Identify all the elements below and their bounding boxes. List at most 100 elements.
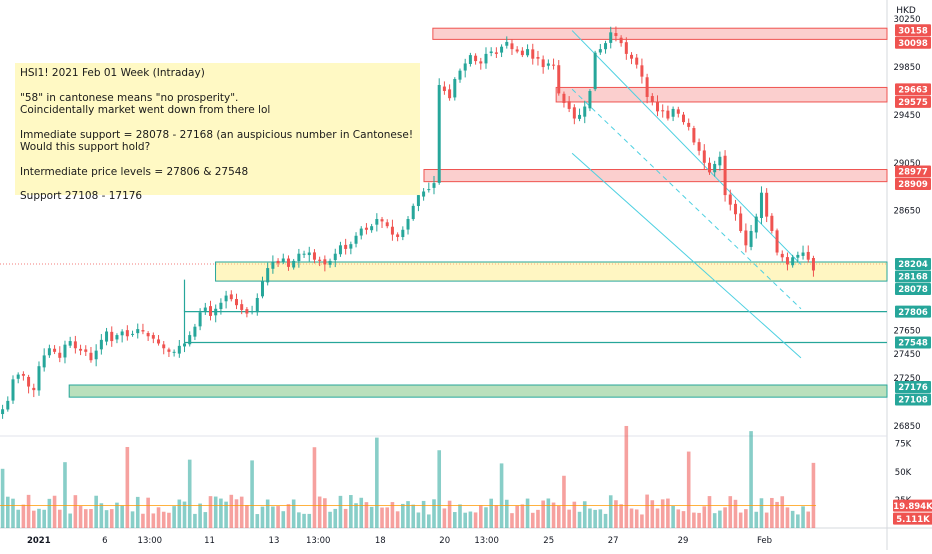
volume-bar — [764, 512, 769, 528]
price-tag — [895, 258, 931, 271]
volume-bar — [546, 498, 551, 528]
price-tag-label: 27806 — [898, 308, 928, 318]
volume-bar — [759, 498, 764, 528]
candle-body — [604, 43, 608, 50]
volume-bar — [193, 513, 197, 528]
volume-bar — [302, 513, 306, 528]
volume-bar — [660, 499, 665, 528]
time-tick-label: 6 — [102, 536, 107, 546]
candle-body — [479, 61, 483, 64]
time-axis: 2021 6 13:00 11 13 13:00 18 20 13:00 25 27 29 Feb — [27, 536, 772, 546]
volume-tag-label: 19.894K — [893, 502, 932, 512]
volume-bar — [135, 496, 140, 528]
candle-body — [510, 43, 514, 50]
volume-bar — [525, 498, 530, 528]
channel-middle — [571, 88, 802, 310]
volume-bar — [182, 501, 187, 528]
candle-body — [234, 298, 238, 306]
candle-body — [209, 306, 213, 316]
volume-bar — [463, 512, 467, 528]
candle-body — [671, 108, 675, 117]
candle-body — [219, 302, 223, 310]
price-tag-label: 28909 — [898, 180, 928, 190]
volume-bar — [811, 462, 816, 528]
volume-bar — [130, 511, 135, 528]
candle-body — [42, 355, 46, 368]
volume-bar — [619, 504, 623, 528]
candle-body — [401, 229, 405, 238]
volume-bar — [239, 496, 244, 528]
price-tag — [895, 305, 931, 318]
candle-body — [406, 219, 410, 230]
candle-body — [619, 37, 623, 44]
time-tick-label: 20 — [439, 536, 450, 546]
candle-body — [484, 53, 488, 64]
candle-body — [16, 374, 20, 379]
volume-bar — [770, 497, 774, 528]
volume-tick-label: 50K — [895, 468, 912, 478]
volume-bar — [219, 498, 223, 528]
volume-bar — [510, 513, 514, 528]
volume-bar — [676, 509, 681, 528]
volume-bar — [541, 500, 545, 528]
candle-body — [593, 52, 597, 90]
price-tag — [895, 336, 931, 349]
volume-bar — [645, 494, 649, 528]
annotation-note: HSI1! 2021 Feb 01 Week (Intraday) "58" i… — [15, 63, 420, 202]
candle-body — [728, 194, 732, 205]
volume-bars — [0, 425, 817, 528]
volume-bar — [577, 511, 582, 528]
price-tag — [895, 283, 931, 296]
candle-body — [515, 49, 519, 52]
volume-bar — [416, 512, 421, 528]
price-tag — [895, 165, 931, 178]
volume-bar — [494, 505, 499, 528]
volume-bar — [395, 511, 400, 528]
candle-body — [442, 86, 446, 91]
candle-body — [110, 331, 114, 342]
candle-body — [375, 219, 379, 225]
volume-bar — [73, 495, 78, 528]
candle-body — [27, 376, 31, 387]
candle-body — [552, 64, 556, 66]
candle-body — [328, 260, 332, 265]
candle-body — [131, 333, 135, 335]
candle-body — [796, 254, 800, 258]
candle-body — [687, 122, 691, 127]
volume-tag — [893, 512, 932, 525]
volume-bar — [349, 495, 353, 528]
volume-bar — [406, 501, 410, 528]
annotation-line-5: Support 27108 - 17176 — [20, 190, 143, 202]
annotation-line-4: Intermediate price levels = 27806 & 2754… — [20, 165, 249, 178]
price-tag — [895, 24, 931, 37]
candle-body — [422, 191, 426, 197]
candle-body — [203, 307, 207, 311]
candle-body — [281, 258, 285, 262]
volume-bar — [634, 509, 639, 528]
candles — [1, 26, 815, 419]
volume-bar — [5, 496, 10, 528]
volume-bar — [115, 502, 119, 528]
volume-bar — [780, 496, 785, 528]
volume-bar — [536, 509, 540, 528]
candle-body — [759, 192, 763, 218]
time-tick-label: 13:00 — [138, 536, 163, 546]
volume-bar — [250, 460, 254, 528]
volume-bar — [89, 509, 93, 528]
volume-bar — [78, 505, 83, 528]
candle-body — [801, 252, 805, 256]
candle-body — [780, 253, 784, 258]
candle-body — [120, 331, 124, 336]
candle-body — [240, 304, 244, 310]
candle-body — [598, 49, 602, 53]
volume-bar — [369, 506, 374, 528]
volume-bar — [224, 501, 228, 528]
volume-bar — [338, 495, 343, 528]
zone-resistance-29663 — [555, 86, 888, 103]
candle-body — [733, 203, 737, 215]
price-tick-label: 26850 — [893, 422, 920, 432]
candle-body — [141, 330, 145, 332]
candle-body — [157, 339, 161, 344]
price-tag — [895, 95, 931, 108]
